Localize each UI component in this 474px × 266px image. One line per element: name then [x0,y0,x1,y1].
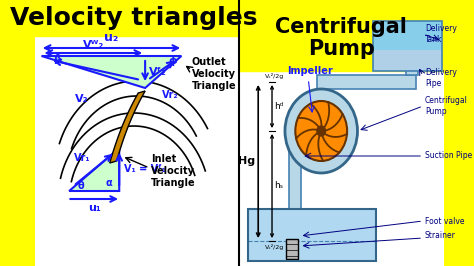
Bar [287,125,301,138]
Text: ϕ: ϕ [168,56,177,66]
Text: Suction Pipe: Suction Pipe [425,152,472,160]
Text: Delivery
Pipe: Delivery Pipe [425,68,456,88]
Circle shape [295,101,347,161]
Circle shape [285,89,357,173]
Bar [406,23,418,75]
Text: Delivery
Tank: Delivery Tank [425,24,456,44]
Polygon shape [69,148,119,191]
Text: Centrifugal
Pump: Centrifugal Pump [425,96,468,116]
Text: V₁ = Vᶠ₁: V₁ = Vᶠ₁ [124,164,165,174]
Text: V₂: V₂ [75,94,89,104]
Text: Strainer: Strainer [425,231,456,240]
Bar [289,131,301,209]
Text: u₂: u₂ [104,31,118,44]
Text: β: β [53,54,61,64]
Bar [286,239,298,259]
Polygon shape [109,91,145,163]
Text: Impeller: Impeller [287,66,332,76]
Text: Hg: Hg [237,156,255,167]
Text: Vₛ²/2g: Vₛ²/2g [265,244,284,250]
Text: Vr₂: Vr₂ [162,90,179,100]
Text: Foot valve: Foot valve [425,217,465,226]
Bar [317,75,416,89]
Text: Vᶠ₂: Vᶠ₂ [148,67,166,77]
Text: Centrifugal
Pump: Centrifugal Pump [275,17,407,59]
Bar [35,0,239,36]
Text: Vr₁: Vr₁ [74,153,91,163]
Text: hᵈ: hᵈ [274,102,284,111]
Bar [374,50,441,70]
Text: Inlet
Velocity
Triangle: Inlet Velocity Triangle [151,153,196,188]
Bar [248,209,375,261]
Text: Vᵂ₂: Vᵂ₂ [82,40,104,50]
Circle shape [317,126,326,136]
Text: α: α [106,178,112,188]
Text: hₛ: hₛ [274,181,284,190]
Bar [248,209,375,261]
Text: Velocity triangles: Velocity triangles [10,6,258,30]
Text: Vₛ²/2g: Vₛ²/2g [265,73,284,79]
Text: Outlet
Velocity
Triangle: Outlet Velocity Triangle [192,57,237,92]
Bar [239,0,444,71]
Text: θ: θ [78,181,84,191]
Polygon shape [42,56,182,88]
Bar [373,21,442,71]
Text: u₁: u₁ [88,203,100,213]
